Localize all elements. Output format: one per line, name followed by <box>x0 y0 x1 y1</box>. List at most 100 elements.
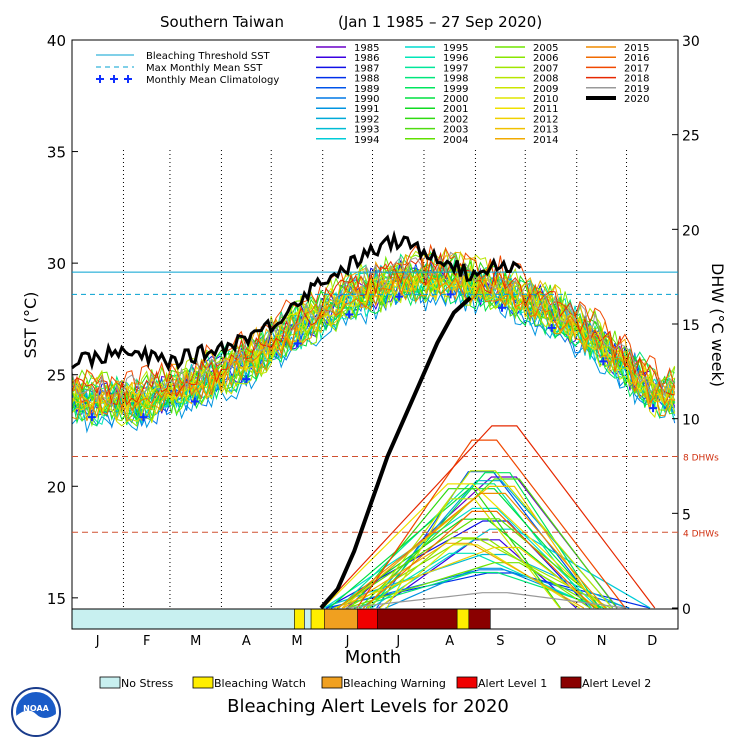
alert-legend-label: No Stress <box>121 677 174 690</box>
legend-year-label: 2020 <box>624 94 649 105</box>
climatology-point <box>599 357 608 366</box>
dhw-tick-label: 0 <box>682 602 691 618</box>
legend-year-label: 1988 <box>354 74 379 85</box>
dhw-line-1989 <box>376 471 599 609</box>
climatology-point <box>547 323 556 332</box>
legend-year-label: 2016 <box>624 53 649 64</box>
alert-segment <box>324 608 358 630</box>
sst-tick-label: 25 <box>47 367 66 385</box>
legend-year-label: 2015 <box>624 43 649 54</box>
legend-year-label: 1986 <box>354 53 379 64</box>
legend-climatology-swatch <box>96 75 104 83</box>
climatology-point <box>446 290 455 299</box>
month-label: N <box>597 634 607 649</box>
legend-year-label: 2005 <box>533 43 558 54</box>
dhw-tick-label: 10 <box>682 413 700 429</box>
svg-text:NOAA: NOAA <box>23 704 49 713</box>
sst-line-2014 <box>71 251 676 398</box>
climatology-point <box>293 339 302 348</box>
sst-line-2016 <box>71 265 676 418</box>
month-label: A <box>242 634 251 649</box>
dhw-tick-label: 5 <box>682 507 691 523</box>
dhw-line-2014 <box>343 542 585 609</box>
climatology-point <box>242 375 251 384</box>
dhw-line-2009 <box>386 498 561 609</box>
dhw-marker-label: 4 DHWs <box>683 529 719 539</box>
year-2020-lines <box>71 229 522 610</box>
alert-legend-swatch <box>560 676 582 689</box>
legend-year-label: 2006 <box>533 53 558 64</box>
alert-segment <box>357 608 378 630</box>
sst-tick-label: 15 <box>47 590 66 608</box>
legend-year-label: 1993 <box>354 125 379 136</box>
dhw-line-2000 <box>328 488 602 609</box>
alert-segment <box>310 608 325 630</box>
month-label: J <box>95 634 100 649</box>
alert-legend-label: Alert Level 2 <box>582 677 651 690</box>
sst-line-2020 <box>71 229 522 372</box>
month-label: M <box>190 634 201 649</box>
legend-year-label: 1994 <box>354 135 379 146</box>
y-axis-label-left: SST (°C) <box>21 292 40 359</box>
climatology-point <box>395 292 404 301</box>
month-label: J <box>395 634 400 649</box>
legend-year-label: 1985 <box>354 43 379 54</box>
dhw-tick-label: 25 <box>682 129 700 145</box>
dhw-line-2001 <box>336 518 596 609</box>
legend-year-label: 1987 <box>354 63 379 74</box>
legend-year-label: 1989 <box>354 84 379 95</box>
legend-threshold-label: Bleaching Threshold SST <box>146 51 271 62</box>
legend-year-label: 2009 <box>533 84 558 95</box>
dhw-line-2005 <box>346 562 599 609</box>
dhw-tick-label: 30 <box>682 34 700 50</box>
alert-segment <box>304 608 312 630</box>
legend-year-label: 2013 <box>533 125 558 136</box>
alert-legend-swatch <box>321 676 343 689</box>
dhw-line-1996 <box>359 552 598 609</box>
legend-year-label: 1995 <box>443 43 468 54</box>
legend-year-label: 2008 <box>533 74 558 85</box>
dhw-line-2016 <box>363 510 595 609</box>
axes: 15 20 25 30 35 40 0 5 10 15 20 25 30 J F M A M J J A S O N D <box>47 32 700 649</box>
dhw-line-2019 <box>345 592 627 609</box>
legend-year-label: 2004 <box>443 135 468 146</box>
legend-year-label: 2007 <box>533 63 558 74</box>
sst-tick-label: 35 <box>47 144 66 162</box>
climatology-point <box>649 404 658 413</box>
legend-year-label: 2012 <box>533 114 558 125</box>
alert-bar <box>71 608 679 630</box>
bottom-title: Bleaching Alert Levels for 2020 <box>227 696 509 717</box>
legend-year-label: 2019 <box>624 84 649 95</box>
legend-year-label: 1999 <box>443 84 468 95</box>
legend-year-label: 2017 <box>624 63 649 74</box>
legend-year-label: 1998 <box>443 74 468 85</box>
dhw-tick-label: 20 <box>682 223 700 239</box>
dhw-line-1994 <box>371 528 651 609</box>
month-label: O <box>546 634 556 649</box>
legend-year-label: 1991 <box>354 104 379 115</box>
legend-year-label: 2002 <box>443 114 468 125</box>
alert-legend-label: Bleaching Watch <box>214 677 306 690</box>
sst-tick-label: 20 <box>47 478 66 496</box>
alert-legend-label: Bleaching Warning <box>343 677 446 690</box>
dhw-line-2015 <box>337 492 606 609</box>
alert-segment <box>377 608 458 630</box>
alert-legend-swatch <box>456 676 478 689</box>
x-axis-label: Month <box>345 647 401 668</box>
alert-segment <box>490 608 679 630</box>
alert-segment <box>456 608 470 630</box>
climatology-point <box>139 413 148 422</box>
climatology-point <box>345 310 354 319</box>
alert-legend-swatch <box>99 676 121 689</box>
legend-year-label: 1997 <box>443 63 468 74</box>
dhw-line-2013 <box>341 485 599 609</box>
legend-year-label: 2010 <box>533 94 558 105</box>
legend-year-label: 1996 <box>443 53 468 64</box>
dhw-marker-label: 8 DHWs <box>683 454 719 464</box>
title-range: (Jan 1 1985 – 27 Sep 2020) <box>338 13 542 31</box>
title-location: Southern Taiwan <box>160 13 284 31</box>
alert-legend-swatch <box>192 676 214 689</box>
climatology-point <box>190 397 199 406</box>
